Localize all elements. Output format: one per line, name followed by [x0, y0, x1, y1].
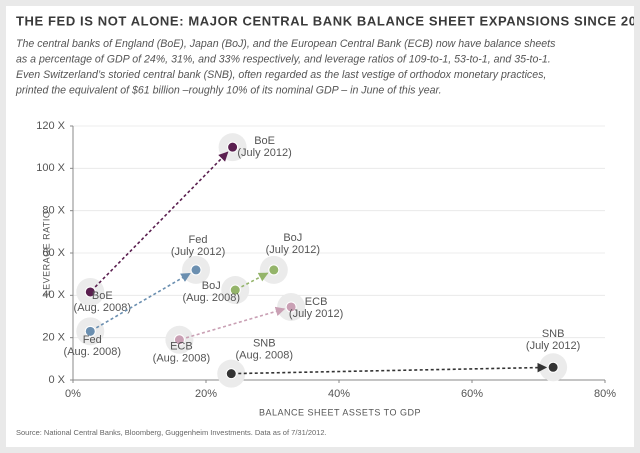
point-label-date: (July 2012)	[266, 244, 320, 256]
subtitle-line: Even Switzerland’s storied central bank …	[16, 69, 546, 81]
change-arrow	[241, 272, 269, 288]
x-tick-label: 60%	[461, 388, 483, 400]
point	[229, 284, 241, 296]
point-label-name: BoJ	[283, 232, 302, 244]
point	[84, 325, 96, 337]
point	[268, 264, 280, 276]
point-label-date: (July 2012)	[171, 246, 225, 258]
x-tick-label: 80%	[594, 388, 616, 400]
subtitle-line: The central banks of England (BoE), Japa…	[16, 38, 556, 50]
chart: THE FED IS NOT ALONE: MAJOR CENTRAL BANK…	[15, 13, 634, 437]
x-tick-label: 0%	[65, 388, 81, 400]
y-tick-label: 120 X	[36, 120, 65, 132]
point-label-name: BoE	[254, 135, 275, 147]
point-label-date: (Aug. 2008)	[153, 353, 210, 365]
change-arrow	[185, 306, 286, 339]
point-label-date: (July 2012)	[237, 147, 291, 159]
subtitle-line: as a percentage of GDP of 24%, 31%, and …	[16, 53, 551, 65]
point	[84, 286, 96, 298]
subtitle-line: printed the equivalent of $61 billion –r…	[15, 84, 442, 96]
y-tick-label: 80 X	[42, 205, 65, 217]
chart-title: THE FED IS NOT ALONE: MAJOR CENTRAL BANK…	[16, 13, 634, 28]
source: Source: National Central Banks, Bloomber…	[16, 428, 327, 437]
point	[173, 334, 185, 346]
point-label-name: ECB	[170, 341, 193, 353]
point	[547, 361, 559, 373]
point-label-name: ECB	[305, 296, 328, 308]
x-tick-label: 40%	[328, 388, 350, 400]
change-arrow	[238, 362, 548, 375]
x-tick-label: 20%	[195, 388, 217, 400]
point-label-name: SNB	[542, 328, 565, 340]
y-tick-label: 0 X	[48, 374, 65, 386]
change-arrow	[94, 151, 229, 288]
point-label-date: (July 2012)	[289, 308, 343, 320]
point-label-name: Fed	[83, 334, 102, 346]
y-tick-label: 60 X	[42, 247, 65, 259]
point-label-name: Fed	[189, 234, 208, 246]
y-tick-label: 20 X	[42, 332, 65, 344]
x-axis-label: BALANCE SHEET ASSETS TO GDP	[259, 407, 421, 417]
y-axis-label: LEVERAGE RATIO	[41, 211, 51, 296]
change-arrow	[95, 272, 191, 329]
point	[225, 368, 237, 380]
point-label-date: (Aug. 2008)	[236, 350, 293, 362]
point-label-date: (Aug. 2008)	[64, 346, 121, 358]
y-tick-label: 40 X	[42, 289, 65, 301]
point-label-name: BoE	[92, 290, 113, 302]
point-label-date: (July 2012)	[526, 340, 580, 352]
point	[227, 141, 239, 153]
card: THE FED IS NOT ALONE: MAJOR CENTRAL BANK…	[6, 6, 634, 447]
point-label-date: (Aug. 2008)	[74, 302, 131, 314]
point	[285, 301, 297, 313]
point-label-name: SNB	[253, 338, 276, 350]
point-label-date: (Aug. 2008)	[183, 292, 240, 304]
y-tick-label: 100 X	[36, 162, 65, 174]
point-label-name: BoJ	[202, 280, 221, 292]
point	[190, 264, 202, 276]
